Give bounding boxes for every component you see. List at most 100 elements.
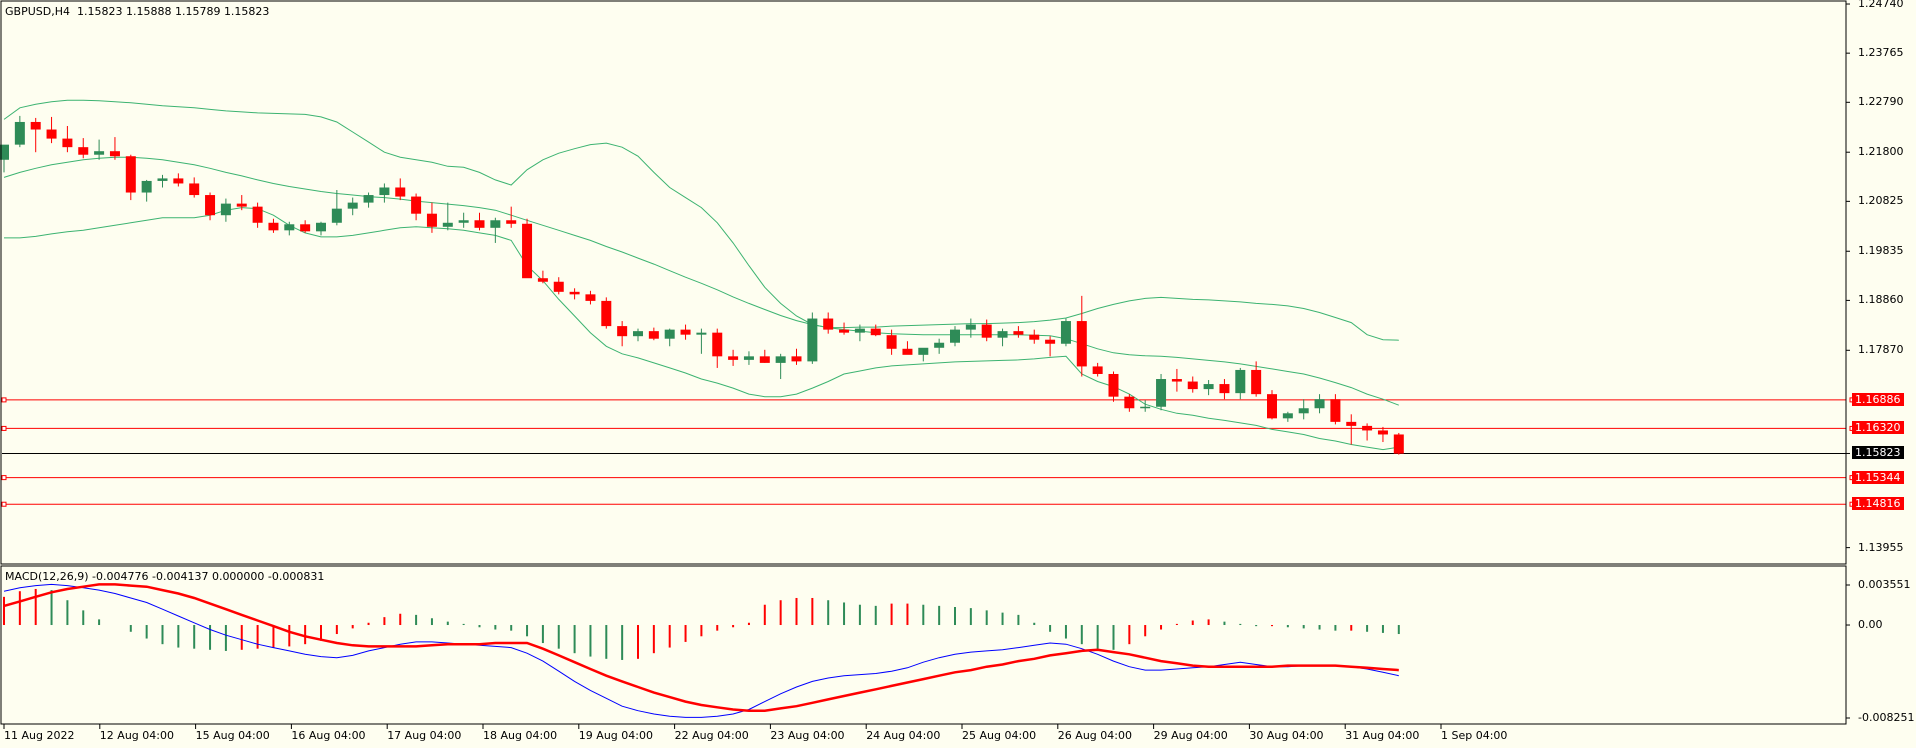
bull-candle-body bbox=[1203, 384, 1214, 390]
bear-candle-body bbox=[125, 156, 136, 193]
bear-candle-body bbox=[839, 329, 850, 333]
price-tick-label: 1.19835 bbox=[1858, 244, 1904, 258]
bear-candle-body bbox=[300, 224, 311, 232]
bear-candle-body bbox=[728, 356, 739, 360]
bear-candle-body bbox=[268, 222, 279, 231]
bear-candle-body bbox=[712, 332, 723, 357]
bear-candle-body bbox=[1076, 321, 1087, 367]
price-tick-label: 1.21800 bbox=[1858, 145, 1904, 159]
bear-candle-body bbox=[981, 324, 992, 338]
level-anchor-marker bbox=[1, 475, 7, 481]
bear-candle-body bbox=[62, 138, 73, 148]
bull-candle-body bbox=[1060, 321, 1071, 344]
bull-candle-body bbox=[997, 331, 1008, 338]
time-axis-label: 31 Aug 04:00 bbox=[1345, 729, 1420, 742]
bear-candle-body bbox=[411, 196, 422, 214]
time-axis-label: 30 Aug 04:00 bbox=[1249, 729, 1324, 742]
bear-candle-body bbox=[823, 318, 834, 330]
bear-candle-body bbox=[205, 195, 216, 216]
bear-candle-body bbox=[791, 356, 802, 362]
bull-candle-body bbox=[141, 180, 152, 193]
bull-candle-body bbox=[1314, 399, 1325, 409]
bull-candle-body bbox=[1140, 406, 1151, 409]
bull-candle-body bbox=[220, 203, 231, 216]
bear-candle-body bbox=[1013, 331, 1024, 335]
bull-candle-body bbox=[458, 220, 469, 223]
price-tick-label: 1.23765 bbox=[1858, 46, 1904, 60]
bull-candle-body bbox=[934, 342, 945, 348]
bear-candle-body bbox=[1251, 369, 1262, 395]
bear-candle-body bbox=[1092, 366, 1103, 374]
bull-candle-body bbox=[1156, 379, 1167, 407]
current-price-tag: 1.15823 bbox=[1852, 446, 1904, 460]
bear-candle-body bbox=[46, 129, 57, 139]
bear-candle-body bbox=[506, 220, 517, 224]
price-tick-label: 1.18860 bbox=[1858, 293, 1904, 307]
bear-candle-body bbox=[1108, 373, 1119, 397]
bear-candle-body bbox=[1187, 381, 1198, 390]
bear-candle-body bbox=[617, 326, 628, 337]
bear-candle-body bbox=[1377, 430, 1388, 435]
macd-tick-label: 0.00 bbox=[1858, 618, 1883, 632]
bear-candle-body bbox=[648, 331, 659, 339]
bull-candle-body bbox=[696, 332, 707, 335]
macd-signal-line bbox=[3, 583, 1399, 718]
time-axis-label: 26 Aug 04:00 bbox=[1057, 729, 1132, 742]
time-axis-label: 24 Aug 04:00 bbox=[866, 729, 941, 742]
macd-tick-label: 0.003551 bbox=[1858, 578, 1911, 591]
bear-candle-body bbox=[474, 220, 485, 228]
bear-candle-body bbox=[1330, 399, 1341, 422]
bull-candle-body bbox=[918, 347, 929, 355]
bollinger-upper-band bbox=[3, 99, 1399, 341]
bear-candle-body bbox=[109, 151, 120, 157]
bull-candle-body bbox=[331, 208, 342, 223]
bull-candle-body bbox=[1282, 413, 1293, 419]
bear-candle-body bbox=[78, 147, 89, 155]
bear-candle-body bbox=[886, 335, 897, 349]
bull-candle-body bbox=[442, 222, 453, 227]
bear-candle-body bbox=[426, 213, 437, 227]
macd-indicator-header: MACD(12,26,9) -0.004776 -0.004137 0.0000… bbox=[5, 570, 325, 583]
bear-candle-body bbox=[680, 329, 691, 335]
price-tick-label: 1.24740 bbox=[1858, 0, 1904, 11]
level-price-tag: 1.16886 bbox=[1852, 392, 1904, 406]
bull-candle-body bbox=[1235, 369, 1246, 394]
bull-candle-body bbox=[633, 331, 643, 337]
bear-candle-body bbox=[522, 223, 533, 279]
bear-candle-body bbox=[1346, 421, 1357, 426]
chart-symbol-header: GBPUSD,H4 1.15823 1.15888 1.15789 1.1582… bbox=[5, 5, 269, 18]
bear-candle-body bbox=[1171, 379, 1182, 382]
time-axis-label: 18 Aug 04:00 bbox=[483, 729, 558, 742]
bull-candle-body bbox=[157, 178, 168, 181]
time-axis-label: 15 Aug 04:00 bbox=[195, 729, 270, 742]
bollinger-lower-band bbox=[4, 207, 1399, 451]
bear-candle-body bbox=[569, 291, 580, 295]
bull-candle-body bbox=[775, 356, 786, 363]
symbol-label: GBPUSD,H4 bbox=[5, 5, 70, 18]
price-tick-label: 1.22790 bbox=[1858, 95, 1904, 109]
time-axis-label: 11 Aug 2022 bbox=[4, 729, 75, 742]
time-axis-label: 19 Aug 04:00 bbox=[578, 729, 653, 742]
bear-candle-body bbox=[189, 183, 200, 196]
level-price-tag: 1.15344 bbox=[1852, 470, 1904, 484]
price-tick-label: 1.13955 bbox=[1858, 540, 1904, 554]
time-axis-label: 29 Aug 04:00 bbox=[1153, 729, 1228, 742]
bear-candle-body bbox=[1029, 334, 1040, 340]
bear-candle-body bbox=[1219, 384, 1230, 394]
level-price-tag: 1.16320 bbox=[1852, 421, 1904, 435]
bull-candle-body bbox=[854, 328, 865, 333]
time-axis-label: 1 Sep 04:00 bbox=[1441, 729, 1508, 742]
bear-candle-body bbox=[585, 294, 596, 301]
bear-candle-body bbox=[1362, 425, 1373, 431]
price-tick-label: 1.20825 bbox=[1858, 194, 1904, 208]
bear-candle-body bbox=[30, 121, 41, 130]
bear-candle-body bbox=[601, 300, 612, 327]
time-axis-label: 17 Aug 04:00 bbox=[387, 729, 462, 742]
bull-candle-body bbox=[379, 187, 390, 196]
bear-candle-body bbox=[902, 348, 913, 355]
bull-candle-body bbox=[1298, 408, 1309, 414]
level-anchor-marker bbox=[1, 501, 7, 507]
bear-candle-body bbox=[173, 178, 184, 184]
bull-candle-body bbox=[807, 318, 818, 362]
